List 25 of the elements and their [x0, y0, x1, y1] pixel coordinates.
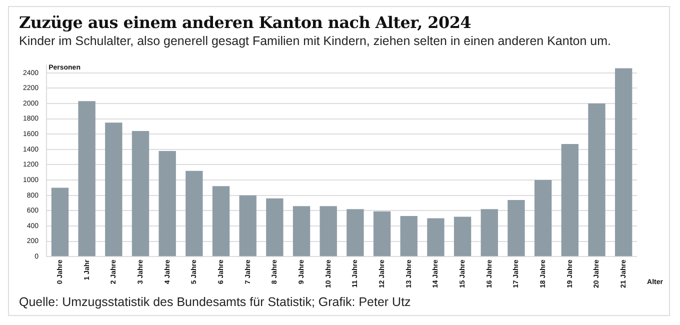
- bar: [588, 103, 606, 256]
- bar: [346, 209, 364, 256]
- bar: [292, 206, 310, 256]
- bar: [158, 150, 176, 256]
- bar: [51, 188, 69, 256]
- bar: [132, 131, 150, 256]
- bar: [266, 198, 284, 256]
- bar: [534, 180, 552, 256]
- bar: [400, 216, 418, 256]
- chart-title: Zuzüge aus einem anderen Kanton nach Alter, 2024: [19, 13, 472, 32]
- source-note: Quelle: Umzugsstatistik des Bundesamts für Statistik; Grafik: Peter Utz: [19, 295, 411, 309]
- bar: [427, 218, 444, 256]
- bar: [561, 144, 578, 256]
- bar: [614, 68, 632, 256]
- bar: [320, 206, 337, 256]
- bar: [454, 216, 472, 256]
- bar: [239, 195, 256, 256]
- bar: [373, 211, 391, 256]
- bar: [186, 170, 203, 256]
- bar: [212, 186, 230, 256]
- bar: [78, 101, 96, 256]
- bar: [480, 209, 498, 256]
- chart-subtitle: Kinder im Schulalter, also generell gesagt Familien mit Kindern, ziehen selten in einen anderen Kanton um.: [19, 34, 612, 48]
- bar: [105, 122, 122, 256]
- bar: [508, 200, 525, 256]
